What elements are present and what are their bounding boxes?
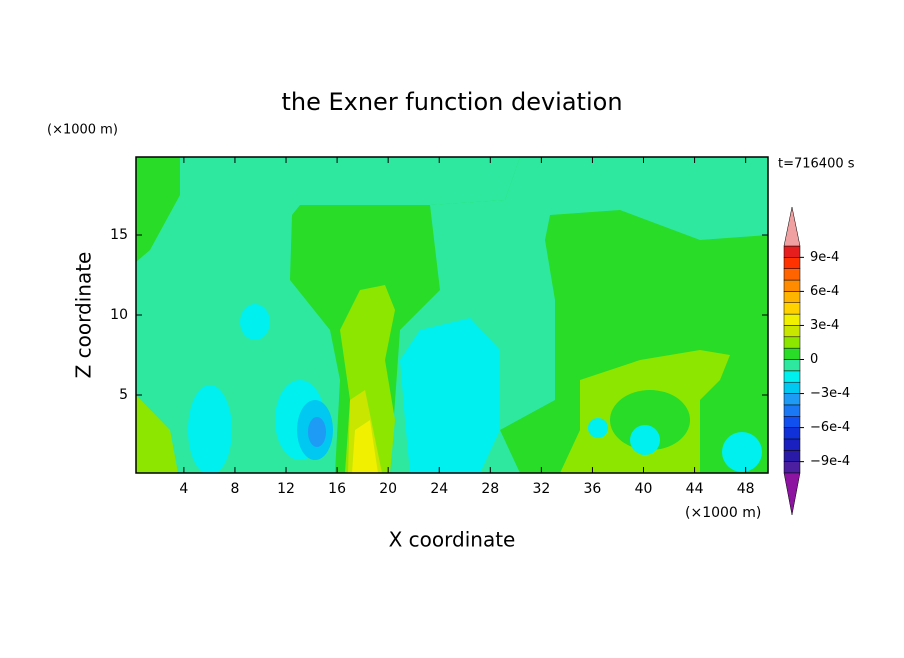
contour-field xyxy=(136,157,768,473)
colorbar-box xyxy=(783,257,801,269)
colorbar-box xyxy=(783,404,801,417)
y-unit: (×1000 m) xyxy=(47,123,118,138)
colorbar-over xyxy=(783,206,801,247)
colorbar-box xyxy=(783,393,801,406)
colorbar-box xyxy=(783,245,801,258)
x-axis-label: X coordinate xyxy=(389,528,516,552)
colorbar-under xyxy=(783,472,801,516)
x-unit: (×1000 m) xyxy=(685,505,761,521)
colorbar-box xyxy=(783,359,801,372)
colorbar-box xyxy=(783,279,801,292)
contour-region xyxy=(136,395,178,473)
colorbar-box xyxy=(783,302,801,315)
colorbar-box xyxy=(783,438,801,451)
colorbar-box xyxy=(783,370,801,383)
contour-region xyxy=(588,418,608,438)
colorbar-box xyxy=(783,325,801,338)
colorbar-label: 0 xyxy=(810,352,818,367)
colorbar-box xyxy=(783,347,801,360)
x-tick-label: 28 xyxy=(481,481,499,497)
y-axis-label: Z coordinate xyxy=(72,252,96,379)
colorbar-box xyxy=(783,450,801,462)
contour-region xyxy=(136,157,520,473)
contour-region xyxy=(630,425,660,455)
contour-region xyxy=(352,420,378,473)
x-tick-label: 8 xyxy=(230,481,239,497)
y-tick-label: 10 xyxy=(110,307,128,323)
x-tick-label: 36 xyxy=(584,481,602,497)
x-tick-label: 20 xyxy=(379,481,397,497)
colorbar-box xyxy=(783,427,801,440)
colorbar-box xyxy=(783,381,801,394)
time-annotation: t=716400 s xyxy=(778,157,855,172)
y-tick-label: 15 xyxy=(110,227,128,243)
colorbar-label: −6e-4 xyxy=(810,420,850,435)
plot-frame xyxy=(135,156,769,474)
colorbar-box xyxy=(783,291,801,303)
x-tick-label: 24 xyxy=(430,481,448,497)
x-tick-label: 16 xyxy=(328,481,346,497)
chart-title: the Exner function deviation xyxy=(281,88,622,116)
colorbar-label: −3e-4 xyxy=(810,386,850,401)
x-tick-label: 48 xyxy=(737,481,755,497)
colorbar-label: 3e-4 xyxy=(810,318,839,333)
contour-region xyxy=(188,385,232,473)
colorbar-box xyxy=(783,268,801,281)
y-tick-label: 5 xyxy=(119,387,128,403)
x-tick-label: 32 xyxy=(532,481,550,497)
contour-region xyxy=(308,417,326,447)
colorbar-box xyxy=(783,336,801,349)
contour-region xyxy=(400,318,500,473)
contour-region xyxy=(610,390,690,450)
colorbar-label: −9e-4 xyxy=(810,454,850,469)
contour-region xyxy=(722,432,762,472)
contour-region xyxy=(240,304,270,340)
colorbar-label: 6e-4 xyxy=(810,284,839,299)
x-tick-label: 4 xyxy=(179,481,188,497)
x-tick-label: 12 xyxy=(277,481,295,497)
colorbar-box xyxy=(783,313,801,326)
x-tick-label: 44 xyxy=(686,481,704,497)
colorbar-label: 9e-4 xyxy=(810,250,839,265)
colorbar-box xyxy=(783,416,801,428)
x-tick-label: 40 xyxy=(635,481,653,497)
colorbar-box xyxy=(783,461,801,474)
